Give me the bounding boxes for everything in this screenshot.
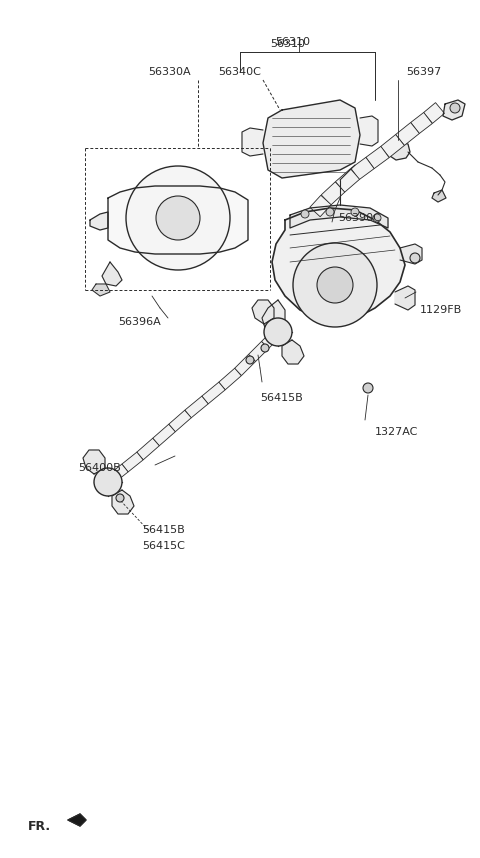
Polygon shape	[249, 341, 268, 361]
Polygon shape	[381, 135, 404, 158]
Circle shape	[246, 356, 254, 364]
Polygon shape	[137, 438, 159, 460]
Polygon shape	[102, 262, 122, 286]
Polygon shape	[432, 190, 446, 202]
Polygon shape	[360, 116, 378, 146]
Text: 56310: 56310	[270, 39, 305, 49]
Polygon shape	[262, 329, 282, 348]
Polygon shape	[390, 142, 410, 160]
Polygon shape	[400, 244, 422, 264]
Polygon shape	[185, 396, 208, 418]
Polygon shape	[153, 424, 175, 446]
Circle shape	[450, 103, 460, 113]
Circle shape	[326, 208, 334, 216]
Polygon shape	[396, 123, 420, 146]
Polygon shape	[272, 208, 405, 320]
Polygon shape	[336, 169, 360, 192]
Circle shape	[293, 243, 377, 327]
Polygon shape	[234, 354, 255, 376]
Polygon shape	[282, 340, 304, 364]
Polygon shape	[68, 814, 86, 826]
Polygon shape	[263, 100, 360, 178]
Text: 56310: 56310	[275, 37, 310, 47]
Polygon shape	[107, 464, 128, 484]
Circle shape	[261, 344, 269, 352]
Polygon shape	[92, 284, 110, 296]
Text: FR.: FR.	[28, 819, 51, 832]
Polygon shape	[310, 196, 331, 217]
Polygon shape	[395, 286, 415, 310]
Polygon shape	[122, 452, 143, 472]
Circle shape	[94, 468, 122, 496]
Polygon shape	[321, 182, 345, 205]
Polygon shape	[90, 212, 108, 230]
Polygon shape	[168, 410, 192, 432]
Circle shape	[373, 214, 381, 222]
Polygon shape	[262, 300, 285, 330]
Text: 56330A: 56330A	[148, 67, 191, 77]
Text: 56415B: 56415B	[260, 393, 303, 403]
Circle shape	[351, 208, 359, 216]
Text: 56400B: 56400B	[78, 463, 121, 473]
Circle shape	[156, 196, 200, 240]
Polygon shape	[219, 368, 241, 390]
Polygon shape	[366, 147, 389, 169]
Polygon shape	[423, 103, 444, 124]
Polygon shape	[202, 382, 225, 404]
Circle shape	[301, 210, 309, 218]
Text: 1327AC: 1327AC	[375, 427, 419, 437]
Polygon shape	[411, 112, 432, 134]
Circle shape	[264, 318, 292, 346]
Polygon shape	[290, 205, 388, 228]
Polygon shape	[351, 157, 374, 179]
Circle shape	[116, 494, 124, 502]
Text: 56396A: 56396A	[118, 317, 161, 327]
Text: 56390C: 56390C	[338, 213, 381, 223]
Polygon shape	[252, 300, 274, 324]
Text: 56397: 56397	[406, 67, 441, 77]
Polygon shape	[443, 100, 465, 120]
Circle shape	[363, 383, 373, 393]
Polygon shape	[242, 128, 263, 156]
Polygon shape	[108, 186, 248, 254]
Text: 56415C: 56415C	[142, 541, 185, 551]
Polygon shape	[112, 490, 134, 514]
Circle shape	[410, 253, 420, 263]
Text: 56340C: 56340C	[218, 67, 261, 77]
Polygon shape	[83, 450, 105, 474]
Text: 1129FB: 1129FB	[420, 305, 462, 315]
Circle shape	[317, 267, 353, 303]
Circle shape	[126, 166, 230, 270]
Text: 56415B: 56415B	[142, 525, 185, 535]
